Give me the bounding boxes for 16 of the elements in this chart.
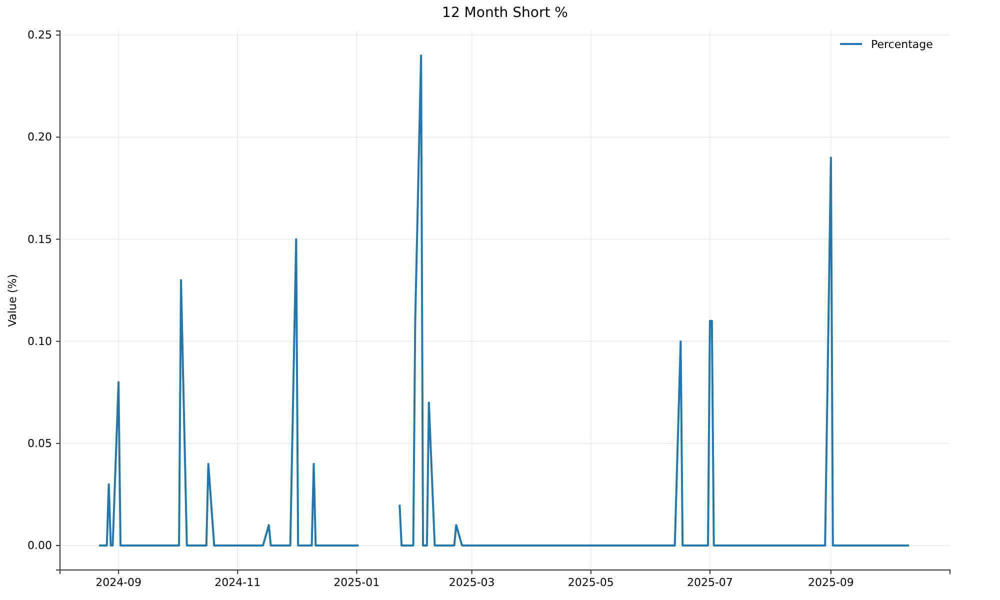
x-tick-label: 2025-09	[808, 576, 854, 589]
y-axis-title: Value (%)	[6, 274, 19, 327]
chart-title: 12 Month Short %	[442, 5, 568, 21]
x-tick-label: 2024-11	[214, 576, 261, 589]
y-tick-label: 0.05	[28, 436, 52, 450]
x-tick-label: 2025-07	[686, 576, 733, 589]
y-tick-label: 0.20	[28, 130, 52, 144]
x-tick-label: 2025-03	[448, 576, 495, 589]
x-tick-label: 2025-01	[334, 576, 380, 589]
x-tick-label: 2024-09	[96, 576, 142, 589]
y-tick-label: 0.00	[28, 539, 52, 552]
y-tick-label: 0.25	[28, 28, 52, 42]
x-tick-label: 2025-05	[568, 576, 614, 589]
y-tick-label: 0.15	[28, 232, 52, 246]
legend-label: Percentage	[871, 38, 934, 51]
y-tick-label: 0.10	[28, 334, 52, 348]
